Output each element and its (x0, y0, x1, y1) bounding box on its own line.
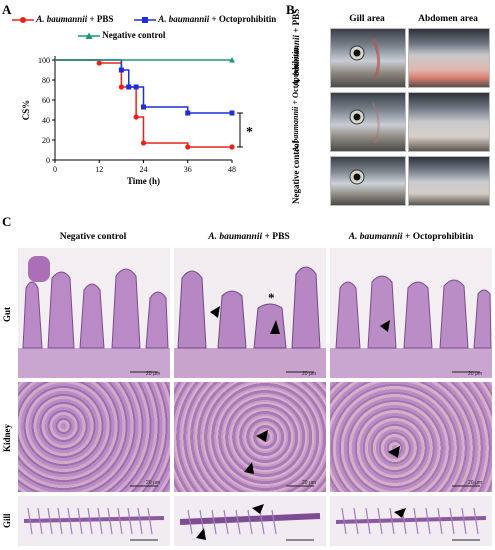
legend-item-pbs: A. baumannii + PBS (12, 14, 113, 24)
x-tick-label: 12 (95, 165, 103, 174)
legend-octo-italic: A. baumannii (158, 14, 210, 24)
col-header-negative: Negative control (59, 232, 127, 242)
point-octo (141, 104, 146, 110)
y-tick-label: 40 (42, 116, 50, 125)
row-label-gill: Gill (2, 513, 12, 529)
point-pbs (229, 144, 235, 150)
point-pbs (96, 60, 102, 66)
legend-item-octo: A. baumannii + Octoprohibitin (134, 14, 276, 24)
row-label-kidney: Kidney (2, 424, 12, 453)
point-pbs (133, 114, 139, 120)
scale-label-kidney-negative: 20 μm (146, 480, 160, 486)
y-tick-label: 20 (42, 136, 50, 145)
panel-label-a: A (2, 2, 12, 17)
histo-kidney-negative: 20 μm (18, 382, 170, 492)
histo-gut-octo: 20 μm (330, 248, 492, 378)
x-axis-title: Time (h) (127, 176, 160, 186)
legend-marker-octo (134, 16, 156, 23)
survival-chart: 0 12 24 36 48 0 20 40 60 80 100 Time (h) CS% * (21, 56, 253, 186)
point-octo (126, 84, 132, 90)
photo-abdomen-negative (408, 156, 490, 206)
legend-octo-rest: + Octoprohibitin (209, 14, 277, 24)
y-axis-title: CS% (21, 100, 31, 121)
col-header-octo-rest: + Octoprohibitin (402, 232, 474, 242)
photo-abdomen-octo (408, 92, 490, 152)
panel-label-b: B (286, 2, 295, 17)
col-header-pbs-italic: A. baumannii (208, 232, 263, 242)
point-octo (118, 67, 124, 73)
x-tick-label: 24 (140, 165, 148, 174)
legend-pbs-italic: A. baumannii (36, 14, 88, 24)
legend-neg-label: Negative control (102, 30, 166, 40)
col-header-octo: A. baumannii + Octoprohibitin (330, 232, 492, 242)
y-tick-label: 0 (46, 156, 50, 165)
x-tick-label: 0 (53, 165, 57, 174)
significance-asterisk: * (246, 125, 253, 140)
histo-gill-octo (330, 496, 492, 546)
scale-label-gut-negative: 20 μm (146, 371, 160, 377)
y-tick-label: 80 (42, 76, 50, 85)
histo-kidney-pbs: 20 μm (174, 382, 326, 492)
row-label-octo-rest: + Octoprohibitin (291, 47, 300, 107)
photo-gill-negative (330, 156, 406, 206)
y-tick-label: 100 (38, 56, 50, 65)
col-header-gill: Gill area (349, 14, 385, 24)
col-header-pbs: A. baumannii + PBS (174, 232, 324, 242)
photo-abdomen-pbs (408, 28, 490, 88)
photo-gill-pbs (330, 28, 406, 88)
point-octo (229, 110, 235, 116)
scale-label-gut-octo: 20 μm (468, 371, 482, 377)
point-octo (185, 110, 191, 116)
scale-label-kidney-octo: 20 μm (468, 480, 482, 486)
annotation-asterisk: * (268, 290, 275, 305)
histo-gut-negative: 20 μm (18, 248, 170, 378)
row-label-negative: Negative control (291, 140, 301, 204)
col-header-abdomen: Abdomen area (418, 14, 478, 24)
scale-label-gut-pbs: 20 μm (302, 371, 316, 377)
point-neg (229, 57, 235, 63)
row-label-gut: Gut (2, 306, 12, 322)
legend-marker-neg (78, 32, 100, 39)
legend-marker-pbs (12, 16, 34, 23)
x-tick-label: 36 (184, 165, 192, 174)
histo-kidney-octo: 20 μm (330, 382, 492, 492)
histo-gut-pbs: * 20 μm (174, 248, 326, 378)
panel-label-c: C (2, 214, 12, 229)
col-header-octo-italic: A. baumannii (348, 232, 403, 242)
y-tick-label: 60 (42, 96, 50, 105)
point-pbs (118, 84, 124, 90)
legend-item-neg: Negative control (78, 30, 165, 40)
col-header-pbs-rest: + PBS (262, 232, 290, 242)
x-tick-label: 48 (228, 165, 236, 174)
legend-pbs-rest: + PBS (87, 14, 114, 24)
row-label-pbs-rest: + PBS (291, 8, 301, 35)
photo-gill-octo (330, 92, 406, 152)
point-pbs (185, 144, 191, 150)
histo-gill-pbs (174, 496, 326, 546)
point-octo (133, 84, 139, 90)
point-pbs (140, 140, 147, 146)
scale-label-kidney-pbs: 20 μm (302, 480, 316, 486)
histo-gill-negative (18, 496, 170, 546)
